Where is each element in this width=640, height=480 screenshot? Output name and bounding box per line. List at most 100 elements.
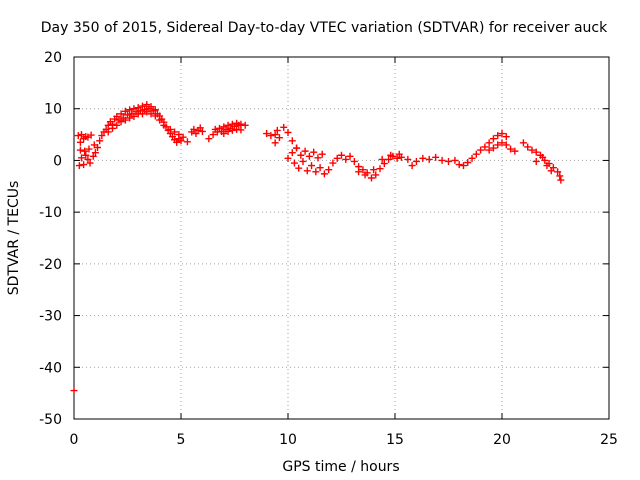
data-point	[224, 127, 232, 135]
data-point	[305, 152, 313, 160]
data-point	[312, 168, 320, 176]
data-point	[481, 143, 489, 151]
data-point	[76, 138, 84, 146]
data-point	[77, 131, 85, 139]
y-tick-label: -40	[39, 360, 62, 376]
data-point	[121, 107, 129, 115]
y-tick-label: -50	[39, 412, 62, 428]
grid	[74, 57, 609, 419]
data-point	[303, 167, 311, 175]
data-point	[271, 131, 279, 139]
data-point	[76, 146, 84, 154]
data-point	[346, 152, 354, 160]
data-point	[367, 174, 375, 182]
data-point	[299, 157, 307, 165]
data-point	[507, 145, 515, 153]
data-point	[468, 154, 476, 162]
data-point	[333, 154, 341, 162]
y-axis-label: SDTVAR / TECUs	[6, 181, 22, 296]
y-tick-label: 10	[44, 102, 62, 118]
data-point	[183, 138, 191, 146]
data-point	[147, 110, 155, 118]
data-point	[370, 166, 378, 174]
data-point	[297, 151, 305, 159]
data-point	[485, 146, 493, 154]
data-point	[543, 162, 551, 170]
data-point	[408, 162, 416, 170]
data-point	[117, 118, 125, 126]
data-point	[75, 162, 83, 170]
data-point	[290, 159, 298, 167]
data-point	[263, 130, 271, 138]
data-point	[425, 155, 433, 163]
data-point	[284, 129, 292, 137]
data-point	[378, 155, 386, 163]
data-point	[528, 146, 536, 154]
data-point	[359, 166, 367, 174]
data-point	[419, 154, 427, 162]
data-point	[485, 139, 493, 147]
data-point	[104, 128, 112, 136]
data-point	[196, 124, 204, 132]
data-point	[532, 148, 540, 156]
x-tick-label: 25	[600, 432, 618, 448]
data-point	[121, 116, 129, 124]
plot-frame	[73, 56, 610, 420]
data-point	[459, 162, 467, 170]
data-point	[464, 158, 472, 166]
data-point	[494, 141, 502, 149]
data-point	[175, 131, 183, 139]
data-point	[166, 125, 174, 133]
data-point	[376, 165, 384, 173]
data-point	[126, 114, 134, 122]
data-point	[209, 131, 217, 139]
data-point	[293, 144, 301, 152]
data-point	[355, 168, 363, 176]
data-point	[171, 128, 179, 136]
data-point	[556, 172, 564, 180]
data-point	[385, 155, 393, 163]
axis-ticks	[73, 56, 610, 420]
data-point	[554, 168, 562, 176]
data-point	[77, 154, 85, 162]
data-point	[445, 157, 452, 165]
data-point	[489, 144, 497, 152]
data-point	[104, 121, 112, 129]
data-point	[86, 159, 94, 167]
x-tick-label: 15	[386, 432, 404, 448]
data-point	[387, 151, 395, 159]
data-point	[109, 124, 117, 132]
y-tick-label: 0	[53, 153, 62, 169]
data-point	[280, 123, 288, 131]
data-point	[138, 110, 146, 118]
data-point	[432, 153, 440, 161]
y-tick-label: -30	[39, 309, 62, 325]
data-point	[241, 121, 249, 129]
data-point	[271, 139, 279, 147]
data-point	[498, 139, 506, 147]
x-tick-label: 5	[177, 432, 186, 448]
data-point	[372, 171, 380, 179]
y-tick-labels: 20 10 0 -10 -20 -30 -40 -50	[39, 50, 62, 428]
data-point	[273, 126, 281, 134]
x-tick-label: 10	[279, 432, 297, 448]
data-point	[267, 132, 275, 140]
data-point	[393, 154, 401, 162]
y-tick-label: -10	[39, 205, 62, 221]
y-tick-label: -20	[39, 257, 62, 273]
data-point	[81, 147, 89, 155]
data-point	[162, 123, 170, 131]
data-point	[284, 154, 292, 162]
data-point	[310, 148, 318, 156]
chart-title: Day 350 of 2015, Sidereal Day-to-day VTE…	[41, 20, 608, 36]
x-tick-label: 0	[70, 432, 79, 448]
data-point	[539, 153, 547, 161]
data-point	[151, 106, 159, 114]
data-point	[557, 176, 565, 184]
data-point	[173, 138, 181, 146]
data-point	[451, 156, 459, 164]
data-point	[275, 134, 283, 142]
data-point	[177, 137, 185, 145]
data-point	[532, 157, 540, 165]
data-point	[84, 155, 92, 163]
